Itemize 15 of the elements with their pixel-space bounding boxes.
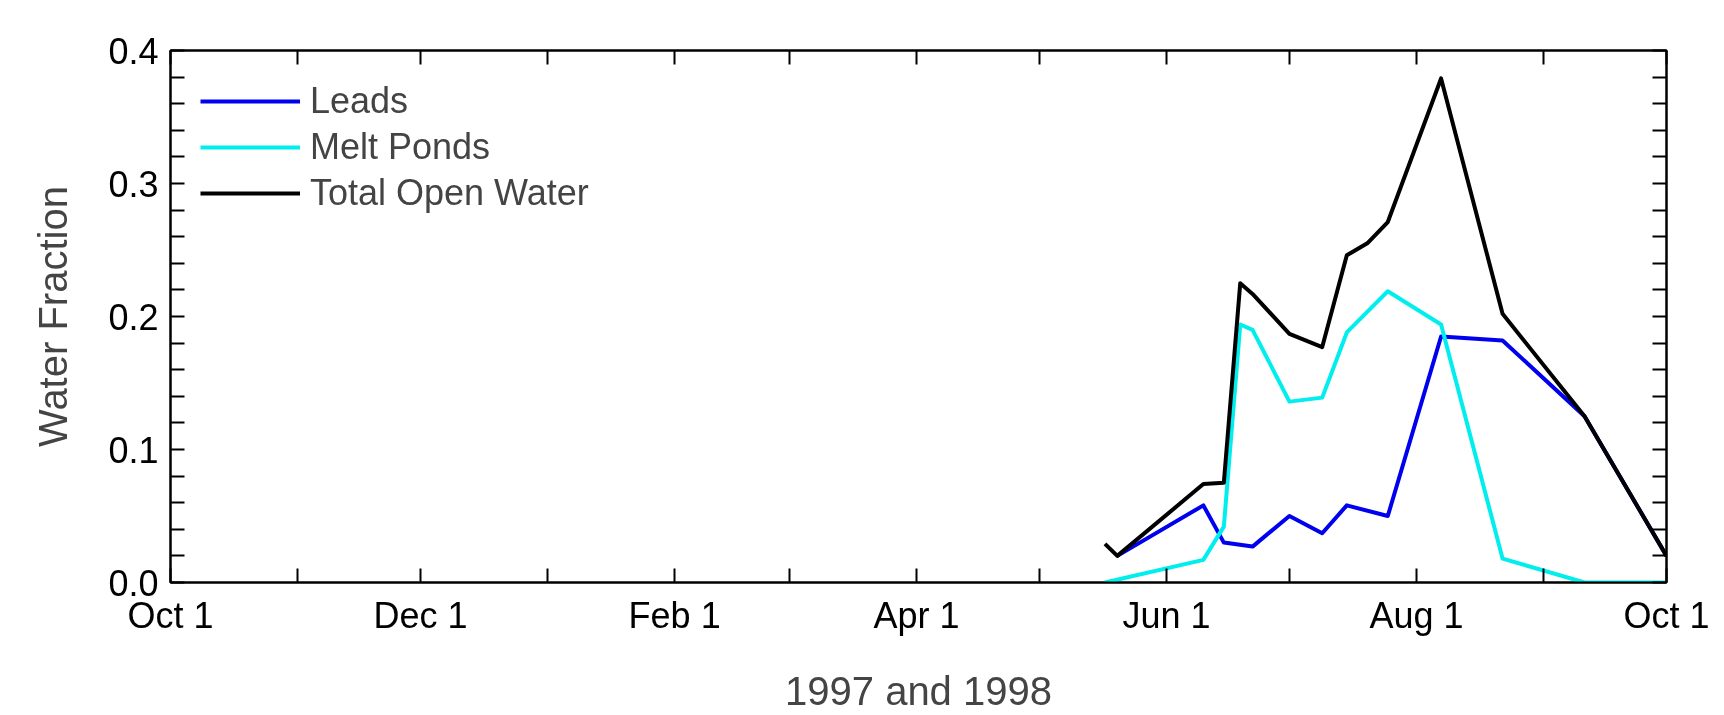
y-tick-label: 0.4	[108, 30, 159, 72]
y-tick-label: 0.2	[108, 296, 159, 338]
y-tick-label: 0.3	[108, 163, 159, 205]
x-tick-label: Oct 1	[1623, 594, 1710, 636]
legend-label: Total Open Water	[310, 172, 589, 214]
x-tick-label: Apr 1	[873, 594, 960, 636]
x-tick-label: Aug 1	[1369, 594, 1464, 636]
y-axis-title: Water Fraction	[31, 186, 76, 447]
x-axis-title: 1997 and 1998	[785, 668, 1052, 713]
x-tick-label: Feb 1	[628, 594, 721, 636]
x-tick-label: Jun 1	[1122, 594, 1211, 636]
legend-label: Melt Ponds	[310, 126, 491, 168]
y-tick-label: 0.1	[108, 429, 159, 471]
legend-label: Leads	[310, 80, 409, 122]
x-tick-label: Dec 1	[373, 594, 468, 636]
